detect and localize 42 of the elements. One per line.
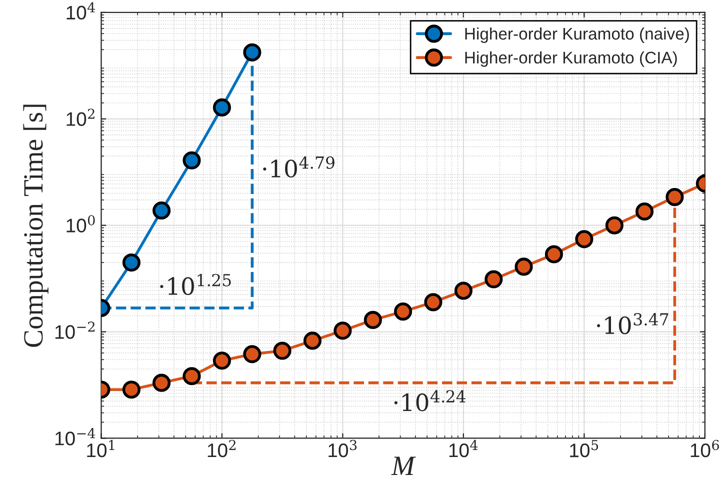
- point: [122, 380, 140, 399]
- point: [152, 201, 171, 220]
- point: [454, 282, 472, 300]
- y-tick-label: 10$^{2}$: [66, 108, 94, 126]
- point: [122, 254, 140, 272]
- point: [273, 342, 292, 360]
- x-tick-label: 10$^{5}$: [570, 440, 598, 458]
- point: [575, 230, 594, 248]
- point: [243, 345, 262, 364]
- point: [424, 293, 442, 312]
- legend-label: Higher-order Kuramoto (naive): [465, 27, 689, 43]
- point: [666, 188, 684, 206]
- x-axis-title: M: [391, 456, 416, 475]
- x-tick-label: 10$^{4}$: [449, 440, 478, 458]
- y-tick-label: 10$^{0}$: [66, 215, 95, 232]
- y-axis-title: Computation Time [s]: [23, 104, 48, 347]
- x-tick-label: 10$^{1}$: [87, 440, 114, 458]
- annotation: ·10$^{4.24}$: [394, 390, 466, 412]
- legend-label: Higher-order Kuramoto (CIA): [465, 51, 677, 67]
- annotation: ·10$^{1.25}$: [160, 274, 231, 296]
- point: [212, 352, 231, 370]
- point: [182, 151, 201, 170]
- point: [152, 374, 171, 392]
- x-tick-label: 10$^{2}$: [208, 440, 236, 458]
- y-tick-label: 10$^{−2}$: [55, 322, 95, 339]
- point: [303, 332, 322, 350]
- x-tick-label: 10$^{6}$: [690, 440, 719, 458]
- point: [243, 43, 262, 62]
- point: [212, 98, 231, 116]
- annotation: ·10$^{4.79}$: [263, 156, 334, 178]
- point: [394, 302, 412, 321]
- point: [544, 245, 563, 264]
- annotation: ·10$^{3.47}$: [597, 313, 668, 334]
- point: [635, 202, 654, 221]
- point: [364, 310, 382, 329]
- point: [514, 258, 533, 276]
- point: [605, 216, 624, 234]
- point: [182, 367, 201, 386]
- point: [484, 270, 503, 288]
- y-tick-label: 10$^{4}$: [66, 2, 96, 20]
- x-tick-label: 10$^{3}$: [328, 440, 357, 458]
- point: [334, 322, 352, 340]
